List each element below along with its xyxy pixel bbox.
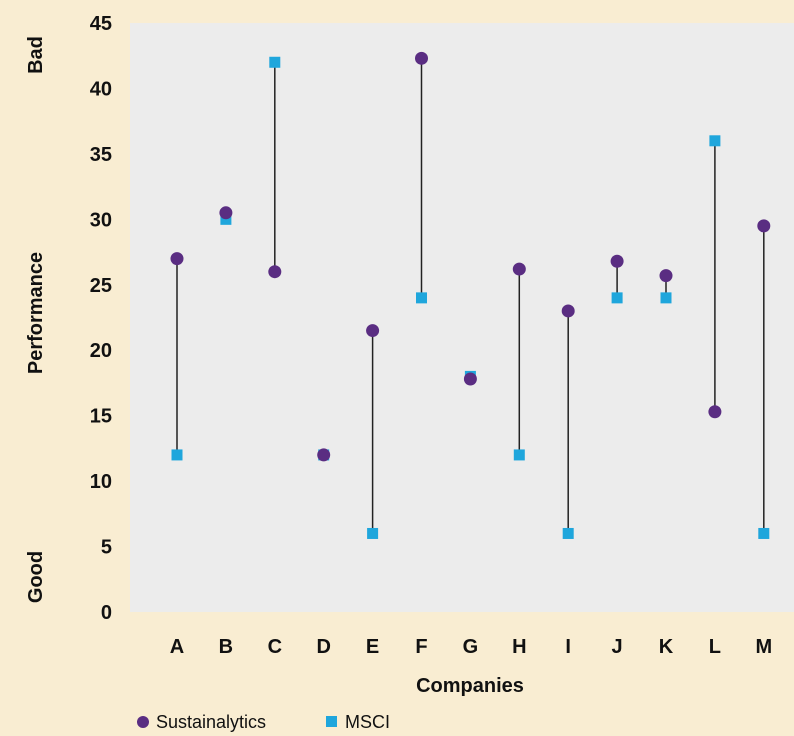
sustainalytics-point (659, 269, 673, 283)
y-tick-label: 5 (101, 537, 112, 559)
plot-area (130, 23, 794, 612)
sustainalytics-point (170, 252, 184, 266)
y-tick-label: 15 (90, 406, 112, 428)
msci-point (367, 527, 379, 539)
y-tick-label: 20 (90, 340, 112, 362)
x-tick-label: K (659, 636, 674, 658)
y-tick-label: 25 (90, 275, 112, 297)
y-axis-ticks: 0 5 10 15 20 25 30 35 40 45 (90, 13, 112, 624)
y-tick-label: 30 (90, 209, 112, 231)
sustainalytics-point (366, 324, 380, 338)
y-tick-label: 35 (90, 144, 112, 166)
x-tick-label: B (219, 636, 233, 658)
legend-label-sustainalytics: Sustainalytics (156, 712, 266, 732)
x-tick-label: A (170, 636, 184, 658)
legend: Sustainalytics MSCI (137, 712, 390, 732)
msci-point (513, 449, 525, 461)
x-tick-label: E (366, 636, 379, 658)
y-axis-title: Performance (25, 252, 47, 374)
msci-point (562, 527, 574, 539)
y-tick-label: 0 (101, 602, 112, 624)
y-axis-bottom-label: Good (25, 551, 47, 603)
sustainalytics-point (219, 206, 233, 220)
x-tick-label: H (512, 636, 526, 658)
sustainalytics-point (708, 405, 722, 419)
legend-label-msci: MSCI (345, 712, 390, 732)
y-tick-label: 40 (90, 78, 112, 100)
x-axis-ticks: A B C D E F G H I J K L M (170, 636, 772, 658)
x-axis-title: Companies (416, 675, 524, 697)
sustainalytics-point (317, 448, 331, 462)
msci-point (660, 292, 672, 304)
sustainalytics-point (561, 304, 575, 318)
sustainalytics-point (757, 219, 771, 233)
x-tick-label: J (612, 636, 623, 658)
sustainalytics-point (610, 254, 624, 268)
msci-point (416, 292, 427, 304)
sustainalytics-point (512, 262, 526, 276)
x-tick-label: F (415, 636, 427, 658)
legend-marker-sustainalytics (137, 716, 149, 728)
msci-point (611, 292, 623, 304)
x-tick-label: L (709, 636, 721, 658)
sustainalytics-point (463, 372, 477, 386)
sustainalytics-point (268, 265, 282, 279)
msci-point (220, 213, 232, 225)
x-tick-label: D (316, 636, 330, 658)
data-markers (170, 51, 771, 539)
y-tick-label: 45 (90, 13, 112, 35)
x-tick-label: I (565, 636, 571, 658)
y-tick-label: 10 (90, 471, 112, 493)
sustainalytics-point (415, 51, 428, 65)
msci-point (709, 135, 721, 147)
x-tick-label: M (755, 636, 772, 658)
legend-marker-msci (326, 716, 337, 727)
connector-lines (176, 58, 765, 534)
msci-point (758, 527, 770, 539)
msci-point (269, 56, 281, 68)
x-tick-label: C (268, 636, 282, 658)
msci-point (171, 449, 183, 461)
x-tick-label: G (463, 636, 479, 658)
y-axis-top-label: Bad (25, 36, 47, 74)
